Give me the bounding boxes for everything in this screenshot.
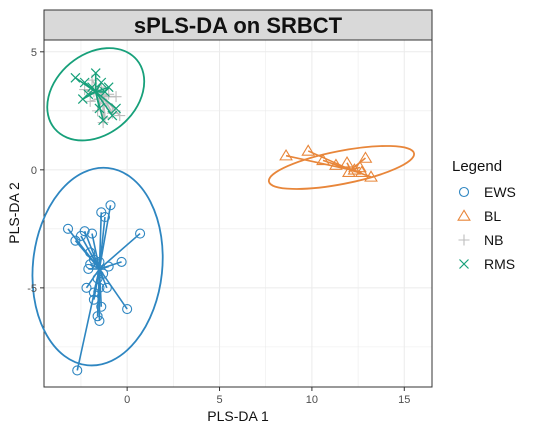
data-point-ews bbox=[135, 228, 146, 239]
data-point-nb bbox=[103, 88, 115, 100]
data-point-ews bbox=[92, 311, 103, 322]
data-point-rms bbox=[103, 82, 114, 93]
data-point-ews bbox=[96, 301, 107, 312]
axis-ticks: 0 5 10 15 -5 0 5 bbox=[27, 47, 410, 406]
data-point-bl bbox=[358, 151, 373, 163]
legend-item-rms: RMS bbox=[459, 256, 515, 272]
x-tick-label: 0 bbox=[124, 394, 130, 406]
data-point-ews bbox=[86, 228, 98, 239]
data-point-rms bbox=[100, 87, 110, 97]
data-point-ews bbox=[81, 282, 92, 293]
legend-symbol-bl bbox=[457, 209, 471, 221]
data-point-ews bbox=[88, 294, 99, 305]
data-point-ews bbox=[103, 261, 114, 272]
data-point-rms bbox=[98, 115, 109, 126]
legend-symbol-rms bbox=[459, 259, 469, 269]
legend-item-bl: BL bbox=[457, 208, 501, 224]
data-point-nb bbox=[110, 91, 122, 103]
data-point-nb bbox=[79, 84, 91, 96]
y-tick-label: 0 bbox=[31, 165, 37, 177]
series-rms bbox=[46, 47, 146, 142]
data-point-bl bbox=[316, 153, 330, 166]
star-line-ews bbox=[98, 268, 128, 310]
data-point-ews bbox=[101, 282, 112, 293]
data-point-ews bbox=[62, 223, 74, 234]
data-point-rms bbox=[111, 103, 121, 114]
confidence-ellipse-bl bbox=[267, 145, 415, 190]
legend-label-bl: BL bbox=[484, 208, 501, 224]
data-point-rms bbox=[83, 89, 94, 100]
data-point-ews bbox=[116, 256, 127, 267]
x-axis-title: PLS-DA 1 bbox=[207, 408, 269, 424]
series-bl bbox=[267, 144, 415, 190]
data-point-bl bbox=[340, 156, 354, 168]
chart-title: sPLS-DA on SRBCT bbox=[134, 13, 343, 38]
data-point-bl bbox=[341, 165, 356, 177]
series-ews bbox=[31, 166, 164, 376]
data-point-rms bbox=[87, 82, 97, 93]
title-strip bbox=[43, 9, 433, 41]
data-point-ews bbox=[72, 365, 83, 376]
y-axis-title: PLS-DA 2 bbox=[6, 182, 22, 244]
data-point-ews bbox=[94, 315, 105, 326]
star-line-rms bbox=[95, 91, 114, 116]
legend-label-rms: RMS bbox=[484, 256, 515, 272]
data-point-ews bbox=[83, 263, 94, 275]
x-tick-label: 5 bbox=[216, 394, 222, 406]
data-point-ews bbox=[99, 211, 111, 223]
data-point-ews bbox=[98, 268, 109, 279]
legend: Legend EWS BL NB RMS bbox=[452, 158, 516, 272]
data-point-rms bbox=[107, 110, 118, 121]
y-tick-label: -5 bbox=[27, 283, 37, 295]
data-point-rms bbox=[96, 77, 107, 88]
data-point-ews bbox=[79, 226, 90, 237]
star-line-rms bbox=[94, 91, 101, 109]
star-line-ews bbox=[98, 205, 112, 270]
star-line-ews bbox=[91, 233, 101, 270]
data-point-rms bbox=[94, 103, 105, 114]
data-point-ews bbox=[105, 200, 116, 211]
data-point-ews bbox=[85, 259, 96, 270]
data-point-bl bbox=[301, 144, 316, 156]
data-point-rms bbox=[90, 68, 101, 78]
confidence-ellipse-ews bbox=[31, 166, 164, 367]
data-point-bl bbox=[279, 148, 293, 161]
y-tick-label: 5 bbox=[31, 47, 37, 59]
legend-symbol-ews bbox=[458, 186, 470, 198]
x-tick-label: 15 bbox=[398, 394, 410, 406]
legend-item-nb: NB bbox=[458, 232, 503, 248]
data-point-bl bbox=[364, 170, 378, 182]
data-point-rms bbox=[70, 72, 81, 83]
legend-title: Legend bbox=[452, 158, 502, 175]
data-point-ews bbox=[94, 256, 105, 267]
data-point-bl bbox=[353, 160, 367, 173]
legend-symbol-nb bbox=[458, 234, 470, 246]
data-point-bl bbox=[347, 163, 362, 175]
data-point-nb bbox=[106, 107, 118, 119]
data-point-bl bbox=[329, 158, 343, 170]
data-point-rms bbox=[79, 77, 90, 88]
legend-item-ews: EWS bbox=[458, 184, 516, 200]
data-point-ews bbox=[94, 282, 105, 293]
data-point-nb bbox=[84, 95, 96, 107]
data-point-ews bbox=[122, 304, 133, 315]
confidence-ellipse-rms bbox=[46, 47, 146, 142]
legend-items: EWS BL NB RMS bbox=[457, 184, 516, 272]
legend-label-ews: EWS bbox=[484, 184, 516, 200]
x-tick-label: 10 bbox=[306, 394, 318, 406]
star-line-ews bbox=[89, 263, 100, 270]
data-layer bbox=[31, 47, 415, 376]
legend-label-nb: NB bbox=[484, 232, 503, 248]
